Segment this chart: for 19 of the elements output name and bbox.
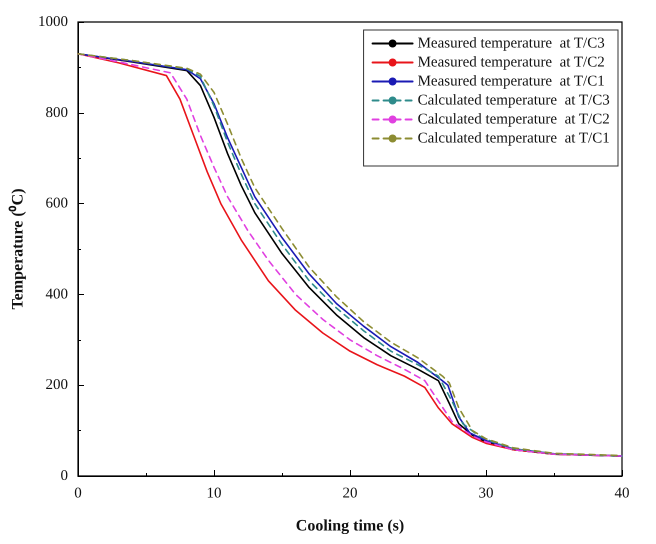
x-tick-label: 30 <box>478 486 494 502</box>
x-tick-label: 0 <box>74 486 82 502</box>
x-tick-label: 40 <box>614 486 630 502</box>
legend-label: Calculated temperature at T/C1 <box>418 130 610 146</box>
x-tick-label: 10 <box>206 486 222 502</box>
legend-label: Calculated temperature at T/C2 <box>418 112 610 128</box>
x-tick-label: 20 <box>342 486 358 502</box>
y-tick-label: 600 <box>46 196 68 212</box>
x-axis-title: Cooling time (s) <box>296 518 404 534</box>
legend-label: Measured temperature at T/C2 <box>418 54 605 70</box>
y-axis-title: Temperature (⁰C) <box>8 188 26 310</box>
legend-label: Measured temperature at T/C3 <box>418 36 605 52</box>
y-tick-label: 1000 <box>38 14 68 30</box>
y-tick-label: 800 <box>46 104 68 121</box>
y-tick-label: 400 <box>46 286 68 302</box>
legend-label: Measured temperature at T/C1 <box>418 74 605 90</box>
y-tick-label: 200 <box>46 377 68 394</box>
legend-label: Calculated temperature at T/C3 <box>418 92 610 108</box>
y-tick-label: 0 <box>60 468 68 484</box>
